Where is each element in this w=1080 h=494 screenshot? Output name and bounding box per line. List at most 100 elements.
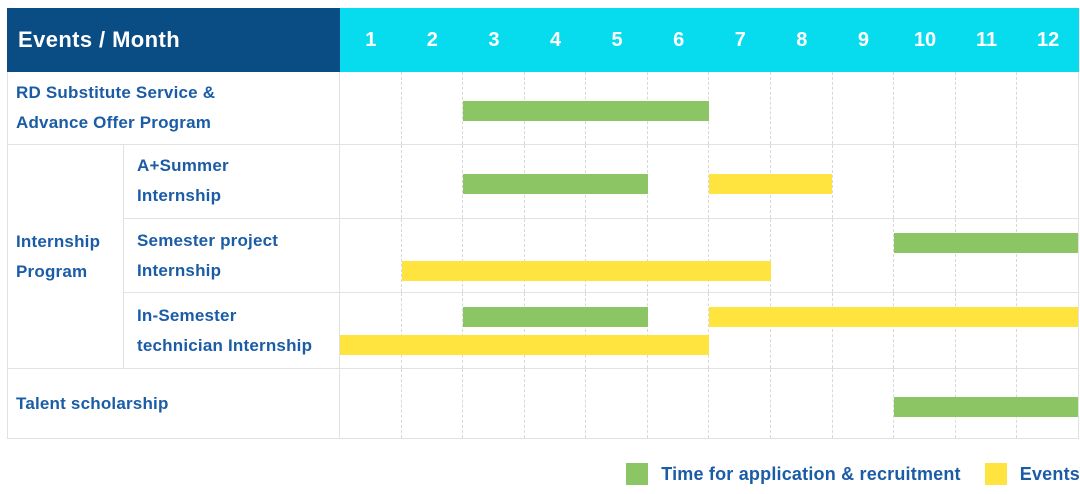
month-gridcell: [831, 72, 894, 144]
row-chart-area: [340, 145, 1078, 218]
group-label-cell: Internship Program: [8, 145, 124, 368]
row-label-line-text: In-Semester: [137, 305, 237, 325]
month-label: 10: [913, 28, 937, 51]
table-row: RD Substitute Service & Advance Offer Pro…: [8, 72, 1078, 145]
month-gridcell: [954, 72, 1017, 144]
month-gridcell: [1016, 145, 1078, 218]
month-gridcell: [585, 369, 647, 438]
month-gridcell: [462, 369, 524, 438]
month-gridcell: [954, 145, 1017, 218]
month-gridcell: [708, 218, 770, 293]
month-gridcell: [400, 293, 463, 368]
row-label-line-text: RD Substitute Service &: [16, 83, 216, 102]
month-gridcell: [523, 218, 586, 293]
gantt-bar-recruitment: [463, 101, 709, 121]
gantt-bar-recruitment: [893, 232, 1078, 253]
row-label-line-text: Talent scholarship: [16, 393, 169, 413]
month-label: 6: [673, 28, 685, 51]
table-row-group: Internship Program A+Summer Internship Semes…: [8, 145, 1078, 369]
month-gridcell: [770, 369, 832, 438]
subrow-label-cell: A+Summer Internship: [124, 145, 340, 218]
legend-item-events: Events: [984, 463, 1080, 485]
table-subrow: In-Semester technician Internship: [124, 293, 1078, 368]
row-label-line-text: Internship: [137, 260, 222, 280]
month-label: 1: [365, 28, 377, 51]
month-gridcell: [340, 145, 401, 218]
month-gridcell: [340, 293, 401, 368]
gantt-bar-event: [709, 307, 1078, 328]
legend-swatch-recruitment: [626, 463, 649, 485]
row-label-line-text: A+Summer: [137, 156, 229, 176]
group-subrows: A+Summer Internship Semester project Intern…: [124, 145, 1078, 368]
table-subrow: Semester project Internship: [124, 218, 1078, 294]
legend-label-recruitment: Time for application & recruitment: [661, 463, 961, 484]
month-gridcell: [893, 72, 955, 144]
month-gridcell: [646, 218, 709, 293]
row-label-line-text: Internship: [16, 231, 101, 251]
month-gridcell: [831, 218, 894, 293]
month-label: 9: [857, 28, 869, 51]
month-gridcell: [708, 72, 770, 144]
table-subrow: A+Summer Internship: [124, 145, 1078, 219]
month-gridcell: [340, 72, 401, 144]
month-gridcell: [1016, 72, 1078, 144]
month-gridcell: [462, 293, 524, 368]
subrow-label-cell: In-Semester technician Internship: [124, 293, 340, 368]
month-gridcell: [1016, 218, 1078, 293]
legend-swatch-events: [984, 463, 1007, 485]
gantt-bar-event: [401, 260, 771, 281]
month-gridcell: [462, 218, 524, 293]
month-label: 8: [796, 28, 808, 51]
month-gridcell: [646, 369, 709, 438]
row-label-cell: RD Substitute Service & Advance Offer Pro…: [8, 72, 340, 144]
month-gridcell: [770, 293, 832, 368]
table-row: Talent scholarship: [8, 369, 1078, 438]
month-gridlines: [340, 293, 1078, 368]
month-gridcell: [462, 72, 524, 144]
gantt-bar-recruitment: [893, 396, 1078, 417]
month-gridcell: [893, 293, 955, 368]
month-gridcell: [831, 293, 894, 368]
month-label: 4: [549, 28, 562, 51]
legend-label-events: Events: [1019, 463, 1080, 484]
events-month-header: Events / Month: [7, 8, 340, 72]
month-gridcell: [646, 293, 709, 368]
month-gridcell: [708, 293, 770, 368]
month-gridcell: [400, 145, 463, 218]
row-label-line-text: Advance Offer Program: [16, 113, 212, 132]
row-label-line-text: Program: [16, 261, 88, 281]
month-gridcell: [585, 218, 647, 293]
month-gridcell: [462, 145, 524, 218]
table-header: Events / Month 1 2 3 4 5 6 7 8 9 10 11 12: [7, 8, 1079, 72]
month-gridcell: [523, 293, 586, 368]
gantt-bar-recruitment: [463, 307, 648, 328]
month-gridcell: [340, 219, 401, 293]
schedule-table: Events / Month 1 2 3 4 5 6 7 8 9 10 11 12 RD Substi…: [7, 8, 1079, 439]
month-gridcell: [770, 72, 832, 144]
row-label-line-text: technician Internship: [137, 335, 313, 355]
table-body: RD Substitute Service & Advance Offer Pro…: [7, 72, 1079, 439]
row-chart-area: [340, 293, 1078, 368]
row-label-line-text: Semester project: [137, 230, 279, 250]
month-label: 7: [734, 28, 746, 51]
month-gridcell: [831, 369, 894, 438]
month-gridcell: [954, 293, 1017, 368]
month-gridlines: [340, 72, 1078, 144]
month-gridcell: [770, 218, 832, 293]
month-header-row: 1 2 3 4 5 6 7 8 9 10 11 12: [340, 8, 1079, 72]
row-chart-area: [340, 72, 1078, 144]
month-gridcell: [708, 145, 770, 218]
month-label: 12: [1037, 28, 1060, 51]
month-gridcell: [400, 369, 463, 438]
month-gridcell: [954, 218, 1017, 293]
month-gridcell: [340, 369, 401, 438]
subrow-label-cell: Semester project Internship: [124, 218, 340, 293]
gantt-bar-recruitment: [463, 174, 648, 195]
month-label: 5: [611, 28, 623, 51]
month-label: 11: [975, 28, 998, 51]
legend: Time for application & recruitment Events: [626, 463, 1080, 485]
gantt-bar-event: [709, 174, 832, 195]
month-gridcell: [893, 218, 955, 293]
month-gridcell: [400, 72, 463, 144]
